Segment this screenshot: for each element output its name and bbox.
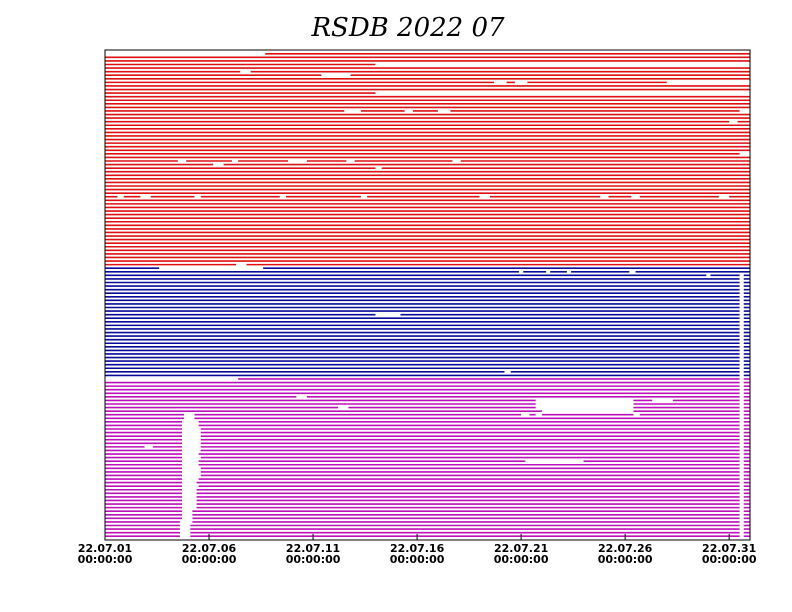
chart-title: RSDB 2022 07 xyxy=(310,13,505,43)
plot-frame xyxy=(104,49,751,541)
x-tick-label: 22.07.26 00:00:00 xyxy=(597,542,653,566)
x-tick-label: 22.07.21 00:00:00 xyxy=(493,542,549,566)
x-tick-label: 22.07.06 00:00:00 xyxy=(181,542,237,566)
x-tick-label: 22.07.01 00:00:00 xyxy=(77,542,133,566)
x-tick-label: 22.07.31 00:00:00 xyxy=(701,542,757,566)
x-tick-label: 22.07.11 00:00:00 xyxy=(285,542,341,566)
x-tick-label: 22.07.16 00:00:00 xyxy=(389,542,445,566)
